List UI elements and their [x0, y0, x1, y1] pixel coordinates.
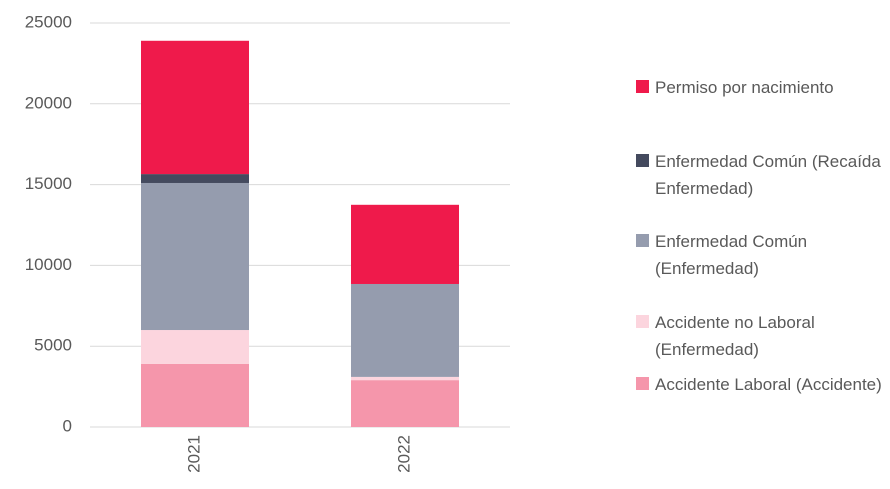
y-tick-label: 5000	[34, 336, 72, 355]
legend-label: Enfermedad Común (Recaída Enfermedad)	[655, 152, 881, 198]
legend-label: Accidente Laboral (Accidente)	[655, 375, 882, 394]
bar-segment	[351, 376, 459, 381]
bar-segment	[141, 182, 249, 331]
legend-swatch	[636, 154, 649, 167]
y-tick-label: 25000	[25, 12, 72, 31]
x-tick-label: 2021	[184, 435, 203, 473]
legend-swatch	[636, 80, 649, 93]
y-tick-label: 10000	[25, 255, 72, 274]
y-tick-label: 0	[63, 416, 72, 435]
bar-segment	[141, 330, 249, 364]
legend-item: Accidente Laboral (Accidente)	[636, 371, 883, 398]
legend-item: Enfermedad Común (Recaída Enfermedad)	[636, 148, 883, 202]
bar-segment	[351, 204, 459, 284]
bar-segment	[351, 283, 459, 377]
bar-segment	[141, 174, 249, 183]
legend-item: Permiso por nacimiento	[636, 74, 883, 101]
legend-label: Accidente no Laboral (Enfermedad)	[655, 313, 815, 359]
legend-label: Permiso por nacimiento	[655, 78, 834, 97]
bar-segment	[141, 363, 249, 427]
bar-segment	[351, 380, 459, 427]
y-tick-label: 20000	[25, 93, 72, 112]
legend-swatch	[636, 234, 649, 247]
legend-item: Enfermedad Común (Enfermedad)	[636, 228, 883, 282]
legend-swatch	[636, 377, 649, 390]
bar-segment	[141, 40, 249, 175]
y-tick-label: 15000	[25, 174, 72, 193]
x-tick-label: 2022	[394, 435, 413, 473]
legend-label: Enfermedad Común (Enfermedad)	[655, 232, 808, 278]
legend-swatch	[636, 315, 649, 328]
legend-item: Accidente no Laboral (Enfermedad)	[636, 309, 883, 363]
